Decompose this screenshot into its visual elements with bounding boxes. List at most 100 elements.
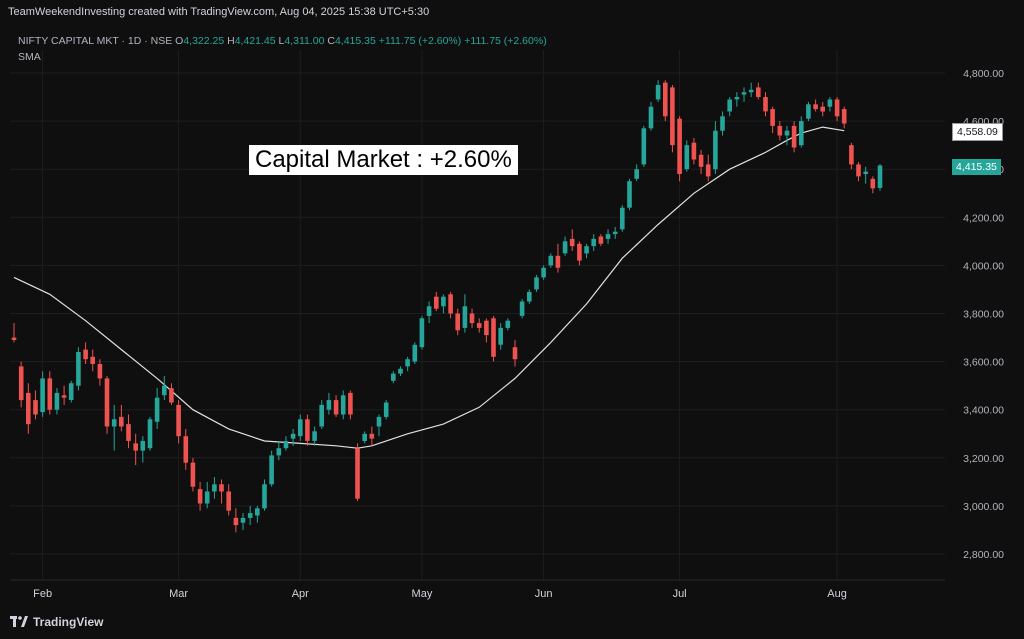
candle (33, 390, 38, 420)
candle-body (591, 238, 596, 247)
annotation-callout: Capital Market : +2.60% (249, 145, 518, 175)
candle-body (577, 243, 582, 261)
candle (720, 111, 725, 136)
candle-body (820, 106, 825, 112)
candle-body (441, 296, 446, 307)
open-label: O (175, 35, 184, 47)
candle (190, 457, 196, 492)
candle-body (97, 364, 103, 379)
candle (677, 116, 682, 182)
candle (276, 440, 282, 461)
y-tick-label: 4,000.00 (963, 260, 1004, 272)
candle-body (90, 356, 95, 364)
close-label: C (327, 35, 335, 47)
candle (498, 323, 503, 350)
tradingview-logo[interactable]: TradingView (10, 615, 103, 629)
x-tick-label: May (412, 588, 433, 600)
candle (799, 116, 804, 148)
y-tick-label: 3,800.00 (963, 309, 1004, 321)
candle-body (748, 89, 754, 93)
candle-body (126, 424, 131, 441)
candle-body (727, 99, 732, 112)
candle (340, 390, 346, 420)
candle (713, 121, 718, 175)
candle (841, 106, 847, 129)
candle-body (383, 402, 389, 417)
candle-body (670, 87, 675, 146)
close-value: 4,415.35 (334, 35, 376, 47)
candle-body (319, 404, 324, 427)
candle (355, 443, 360, 502)
candle (648, 101, 654, 131)
candle-body (791, 125, 797, 148)
candle (298, 414, 303, 441)
candle (569, 229, 575, 251)
x-tick-label: Aug (827, 588, 847, 600)
candle-body (648, 106, 654, 129)
candle (269, 450, 274, 487)
x-tick-label: Jun (535, 588, 553, 600)
candle (283, 436, 289, 451)
candle-body (763, 97, 768, 112)
y-axis: 2,800.00 3,000.00 3,200.00 3,400.00 3,600.00… (963, 68, 1004, 561)
candle-body (476, 323, 482, 328)
candle (398, 366, 403, 377)
candle-body (190, 462, 196, 487)
candle (419, 315, 425, 350)
candle (40, 371, 45, 417)
candle-body (720, 116, 725, 131)
candle (655, 80, 661, 102)
x-tick-label: Mar (169, 588, 188, 600)
candle (612, 226, 618, 239)
candle-body (598, 236, 604, 244)
y-tick-label: 3,200.00 (963, 453, 1004, 465)
candle-body (469, 313, 475, 324)
candle (756, 82, 761, 100)
candle-body (54, 392, 60, 410)
y-tick-label: 3,400.00 (963, 405, 1004, 417)
candle-body (255, 508, 260, 516)
y-tick-label: 3,000.00 (963, 501, 1004, 513)
candle-body (68, 383, 74, 400)
candle (698, 149, 704, 175)
tradingview-brand: TradingView (33, 615, 104, 629)
candle (240, 513, 246, 530)
candle (634, 164, 639, 182)
candle-body (562, 241, 568, 254)
candle-body (398, 368, 403, 374)
candle (226, 484, 231, 516)
candle (18, 361, 24, 408)
candle-body (40, 378, 45, 413)
candle-body (734, 97, 740, 100)
candle (827, 97, 833, 112)
sma-indicator-label[interactable]: SMA (18, 51, 41, 63)
candle-body (312, 431, 317, 441)
candle-body (305, 419, 310, 441)
x-tick-label: Apr (292, 588, 309, 600)
candle-body (47, 378, 53, 410)
candle (376, 414, 382, 437)
candle (620, 205, 625, 232)
y-tick-label: 4,800.00 (963, 68, 1004, 80)
candle-body (419, 318, 425, 348)
candle (748, 82, 754, 98)
candle-body (355, 448, 360, 499)
candle (54, 388, 60, 415)
candle-body (276, 448, 282, 456)
candle-body (26, 392, 31, 425)
candle-body (290, 433, 296, 439)
candle-body (741, 92, 747, 95)
candle-body (870, 178, 876, 189)
candles (11, 80, 883, 533)
candle (383, 400, 389, 420)
candle-body (219, 484, 224, 492)
candle-body (412, 344, 418, 362)
candle-body (548, 255, 554, 266)
candle (548, 253, 554, 268)
symbol-name[interactable]: NIFTY CAPITAL MKT · 1D · NSE (18, 35, 173, 47)
candle (434, 291, 439, 312)
candle-body (269, 455, 274, 485)
grid (10, 50, 945, 581)
